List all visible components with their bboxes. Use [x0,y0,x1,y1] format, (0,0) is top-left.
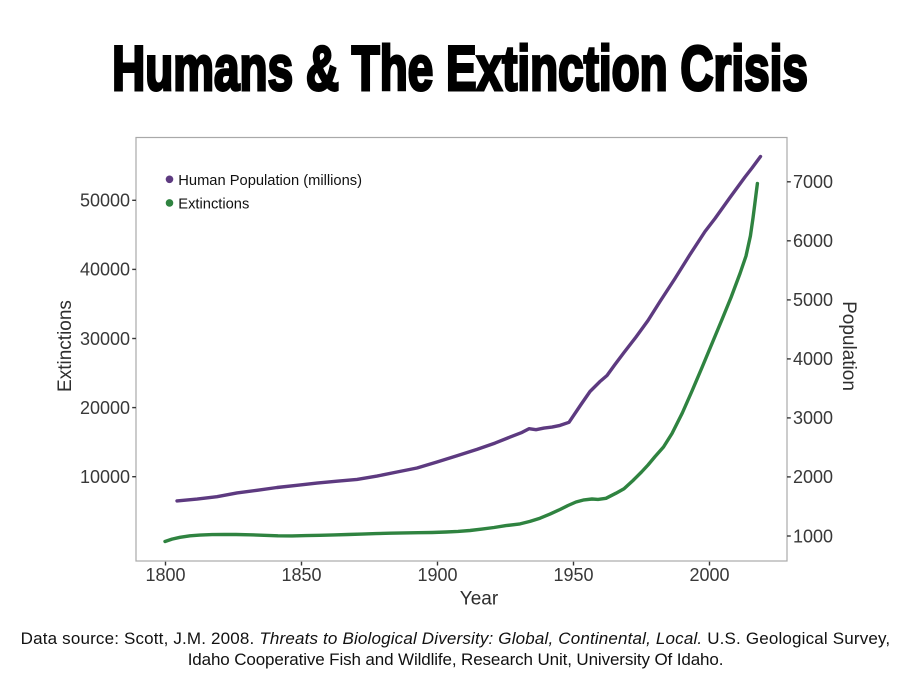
svg-text:2000: 2000 [689,565,729,585]
svg-text:5000: 5000 [793,290,833,310]
svg-text:10000: 10000 [80,467,130,487]
svg-text:6000: 6000 [793,231,833,251]
svg-text:Extinctions: Extinctions [178,196,249,212]
svg-text:Population: Population [838,301,859,391]
svg-text:1800: 1800 [145,565,185,585]
svg-text:50000: 50000 [80,191,130,211]
svg-text:2000: 2000 [793,467,833,487]
svg-text:4000: 4000 [793,349,833,369]
svg-text:3000: 3000 [793,408,833,428]
svg-text:1950: 1950 [553,565,593,585]
svg-text:7000: 7000 [793,172,833,192]
svg-text:1850: 1850 [281,565,321,585]
svg-text:Year: Year [460,589,499,610]
svg-text:1900: 1900 [417,565,457,585]
svg-text:Human Population (millions): Human Population (millions) [178,173,362,189]
svg-text:1000: 1000 [793,526,833,546]
svg-text:Extinctions: Extinctions [55,300,76,392]
svg-text:40000: 40000 [80,260,130,280]
svg-text:30000: 30000 [80,329,130,349]
svg-text:20000: 20000 [80,398,130,418]
